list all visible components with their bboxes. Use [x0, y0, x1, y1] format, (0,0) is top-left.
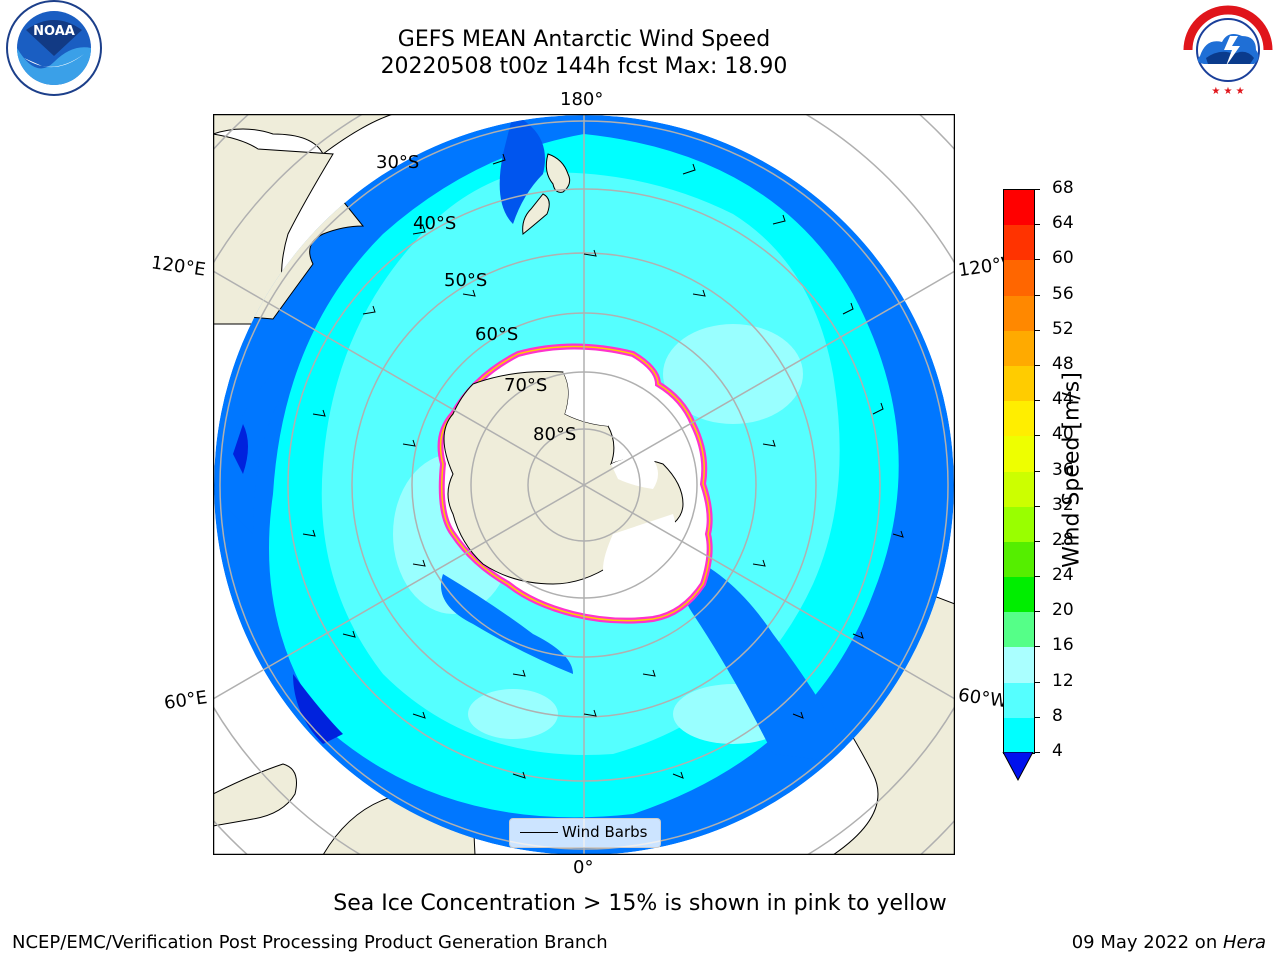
lat-label-60s: 60°S — [475, 324, 519, 345]
colorbar-segment — [1004, 612, 1034, 648]
colorbar-segment — [1004, 330, 1034, 366]
colorbar-tick-mark — [1034, 681, 1040, 683]
colorbar-segment — [1004, 401, 1034, 437]
colorbar-tick-label: 28 — [1052, 529, 1074, 550]
colorbar-segment — [1004, 647, 1034, 683]
colorbar-tick-label: 52 — [1052, 318, 1074, 339]
colorbar-segment — [1004, 717, 1034, 753]
colorbar-segment — [1004, 190, 1034, 226]
colorbar-segment — [1004, 541, 1034, 578]
lat-label-30s: 30°S — [376, 152, 420, 173]
colorbar-tick-label: 48 — [1052, 353, 1074, 374]
colorbar-tick-mark — [1034, 294, 1040, 296]
colorbar-tick-label: 32 — [1052, 494, 1074, 515]
colorbar-tick-mark — [1034, 259, 1040, 261]
lon-label-0: 0° — [573, 857, 594, 878]
colorbar-tick-label: 56 — [1052, 283, 1074, 304]
colorbar-tick-mark — [1034, 540, 1040, 542]
colorbar-segment — [1004, 682, 1034, 718]
wind-barbs — [302, 153, 904, 779]
colorbar-tick-mark — [1034, 329, 1040, 331]
colorbar-segment — [1004, 577, 1034, 613]
map-subtitle: 20220508 t00z 144h fcst Max: 18.90 — [380, 54, 788, 79]
wind-barb-legend-line — [520, 832, 558, 833]
colorbar-tick-mark — [1034, 224, 1040, 226]
antarctic-wind-map — [213, 114, 955, 855]
footer-credit: NCEP/EMC/Verification Post Processing Pr… — [12, 932, 608, 953]
lon-label-60w: 60°W — [956, 684, 1009, 713]
colorbar-tick-label: 4 — [1052, 741, 1063, 761]
footer-date-text: 09 May 2022 on — [1071, 932, 1223, 953]
colorbar-tick-mark — [1034, 576, 1040, 578]
colorbar-tick-label: 44 — [1052, 389, 1074, 410]
colorbar-tick-mark — [1034, 505, 1040, 507]
colorbar-tick-label: 12 — [1052, 670, 1074, 691]
colorbar-extend-triangle — [1002, 752, 1034, 782]
map-legend: Wind Barbs — [509, 818, 661, 848]
colorbar-tick-label: 36 — [1052, 459, 1074, 480]
colorbar-tick-mark — [1034, 189, 1040, 190]
footer-machine: Hera — [1222, 932, 1266, 953]
colorbar-segment — [1004, 295, 1034, 331]
graticule — [219, 115, 949, 855]
svg-text:★ ★ ★: ★ ★ ★ — [1211, 86, 1244, 97]
wind-speed-field — [214, 115, 954, 855]
map-title: GEFS MEAN Antarctic Wind Speed — [397, 27, 771, 52]
colorbar-segment — [1004, 225, 1034, 261]
sea-ice-caption: Sea Ice Concentration > 15% is shown in … — [333, 891, 947, 916]
colorbar-tick-mark — [1034, 646, 1040, 648]
lat-label-80s: 80°S — [533, 424, 577, 445]
colorbar-tick-mark — [1034, 364, 1040, 366]
lon-label-60e: 60°E — [162, 687, 209, 714]
colorbar-tick-mark — [1034, 716, 1040, 718]
colorbar-tick-label: 68 — [1052, 178, 1074, 198]
lat-label-50s: 50°S — [444, 270, 488, 291]
colorbar-segment — [1004, 365, 1034, 402]
colorbar-tick-mark — [1034, 752, 1040, 753]
lat-label-70s: 70°S — [504, 375, 548, 396]
colorbar-tick-mark — [1034, 400, 1040, 402]
lon-label-180: 180° — [560, 89, 604, 110]
colorbar-title: Wind Speed [m/s] — [1059, 372, 1085, 568]
wind-barb-legend-label: Wind Barbs — [562, 823, 648, 841]
colorbar-tick-label: 20 — [1052, 600, 1074, 621]
lat-label-40s: 40°S — [413, 213, 457, 234]
colorbar-segment — [1004, 506, 1034, 542]
noaa-logo: NOAA — [6, 0, 102, 96]
colorbar-tick-label: 8 — [1052, 705, 1063, 726]
colorbar-tick-label: 60 — [1052, 248, 1074, 269]
colorbar-tick-label: 24 — [1052, 565, 1074, 586]
lon-label-120e: 120°E — [149, 252, 207, 281]
colorbar-tick-label: 64 — [1052, 213, 1074, 234]
colorbar-tick-mark — [1034, 435, 1040, 437]
noaa-logo-text: NOAA — [33, 24, 75, 39]
colorbar-tick-mark — [1034, 611, 1040, 613]
wind-speed-colorbar — [1003, 189, 1035, 754]
footer-date: 09 May 2022 on Hera — [1072, 932, 1266, 953]
colorbar-tick-label: 16 — [1052, 635, 1074, 656]
colorbar-segment — [1004, 260, 1034, 296]
colorbar-segment — [1004, 471, 1034, 507]
colorbar-tick-mark — [1034, 470, 1040, 472]
colorbar-segment — [1004, 436, 1034, 472]
colorbar-tick-label: 40 — [1052, 424, 1074, 445]
nws-logo: ★ ★ ★ — [1182, 4, 1274, 97]
